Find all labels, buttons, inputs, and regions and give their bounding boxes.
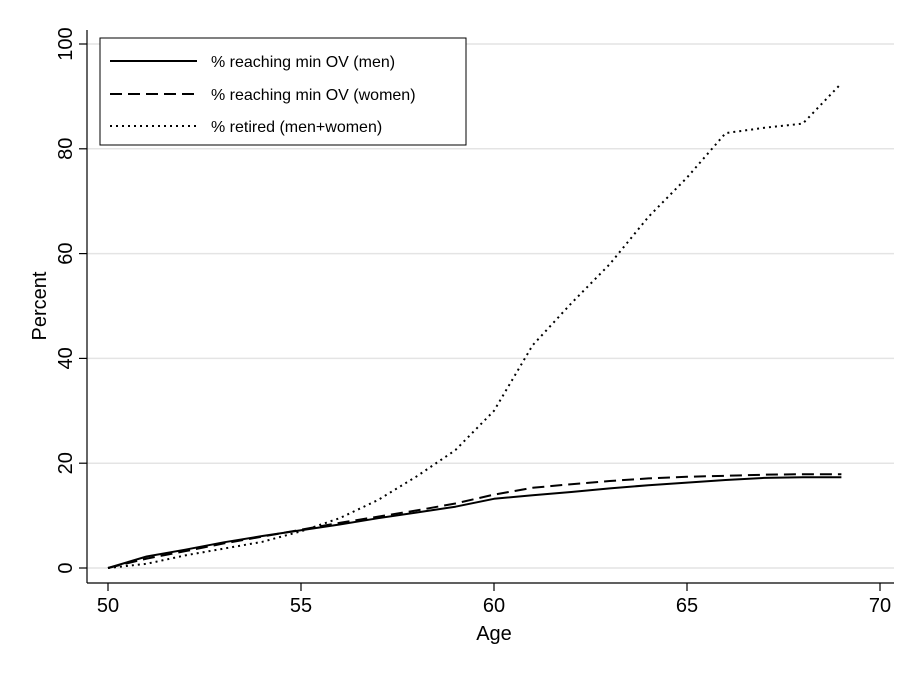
y-tick-label: 20 (55, 452, 77, 474)
series-line-0 (107, 476, 842, 569)
x-tick-label: 50 (97, 595, 119, 617)
legend: % reaching min OV (men) % reaching min O… (99, 37, 467, 146)
x-tick-label: 55 (290, 595, 312, 617)
legend-box (99, 37, 467, 146)
series-line-1 (107, 473, 842, 569)
series-lines (107, 82, 843, 569)
legend-label-men: % reaching min OV (men) (211, 54, 395, 71)
x-axis-label: Age (476, 623, 512, 645)
x-tick-label: 65 (676, 595, 698, 617)
y-tick-label: 40 (55, 347, 77, 369)
y-axis-label: Percent (29, 271, 51, 340)
y-tick-label: 80 (55, 138, 77, 160)
legend-label-women: % reaching min OV (women) (211, 87, 416, 104)
y-tick-label: 60 (55, 242, 77, 264)
x-tick-label: 60 (483, 595, 505, 617)
x-tick-label: 70 (869, 595, 891, 617)
series-line-2 (107, 82, 843, 569)
axes: 50 55 60 65 70 0 20 40 60 80 100 (55, 27, 894, 617)
legend-label-retired: % retired (men+women) (211, 119, 382, 136)
y-tick-label: 0 (55, 562, 77, 573)
y-tick-label: 100 (55, 27, 77, 60)
